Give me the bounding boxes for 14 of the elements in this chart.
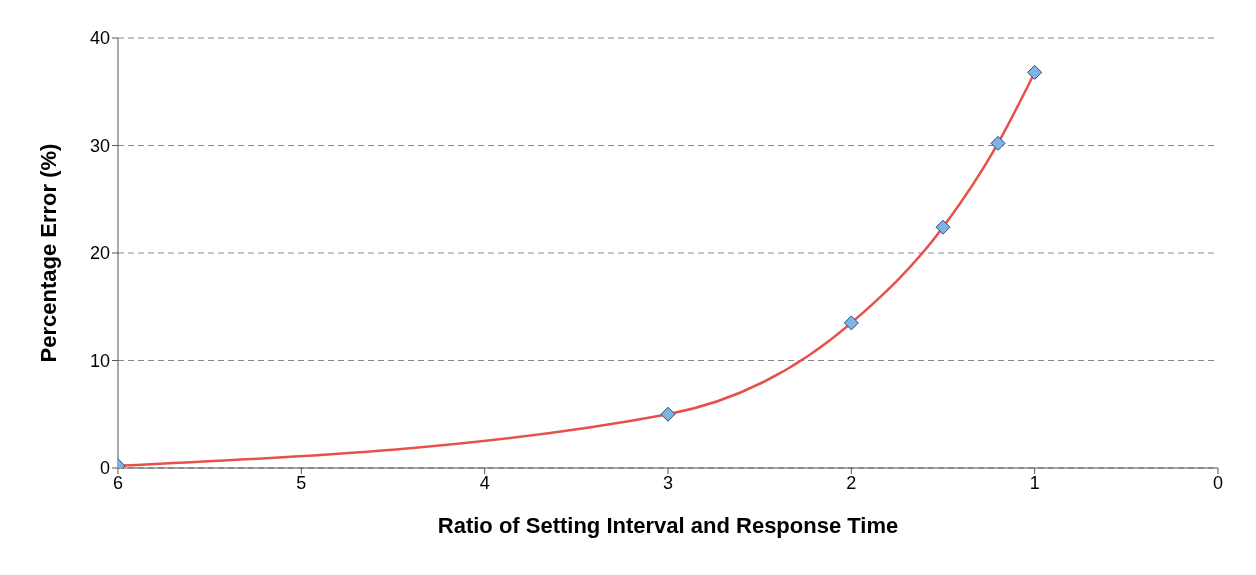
x-tick-label: 0 [1212,472,1224,493]
y-tick-label: 0 [99,458,110,479]
x-tick-label: 2 [846,472,857,493]
x-tick-label: 6 [112,472,124,493]
x-tick-label: 4 [479,472,490,493]
x-tick-label: 1 [1029,472,1040,493]
y-tick-label: 40 [89,28,110,49]
y-axis-title: Percentage Error (%) [35,143,61,363]
x-axis-title: Ratio of Setting Interval and Response Time [437,513,899,538]
x-tick-label: 5 [296,472,307,493]
y-tick-label: 30 [89,135,110,156]
y-tick-label: 20 [89,243,110,264]
x-tick-label: 3 [662,472,674,493]
y-tick-label: 10 [89,350,110,371]
